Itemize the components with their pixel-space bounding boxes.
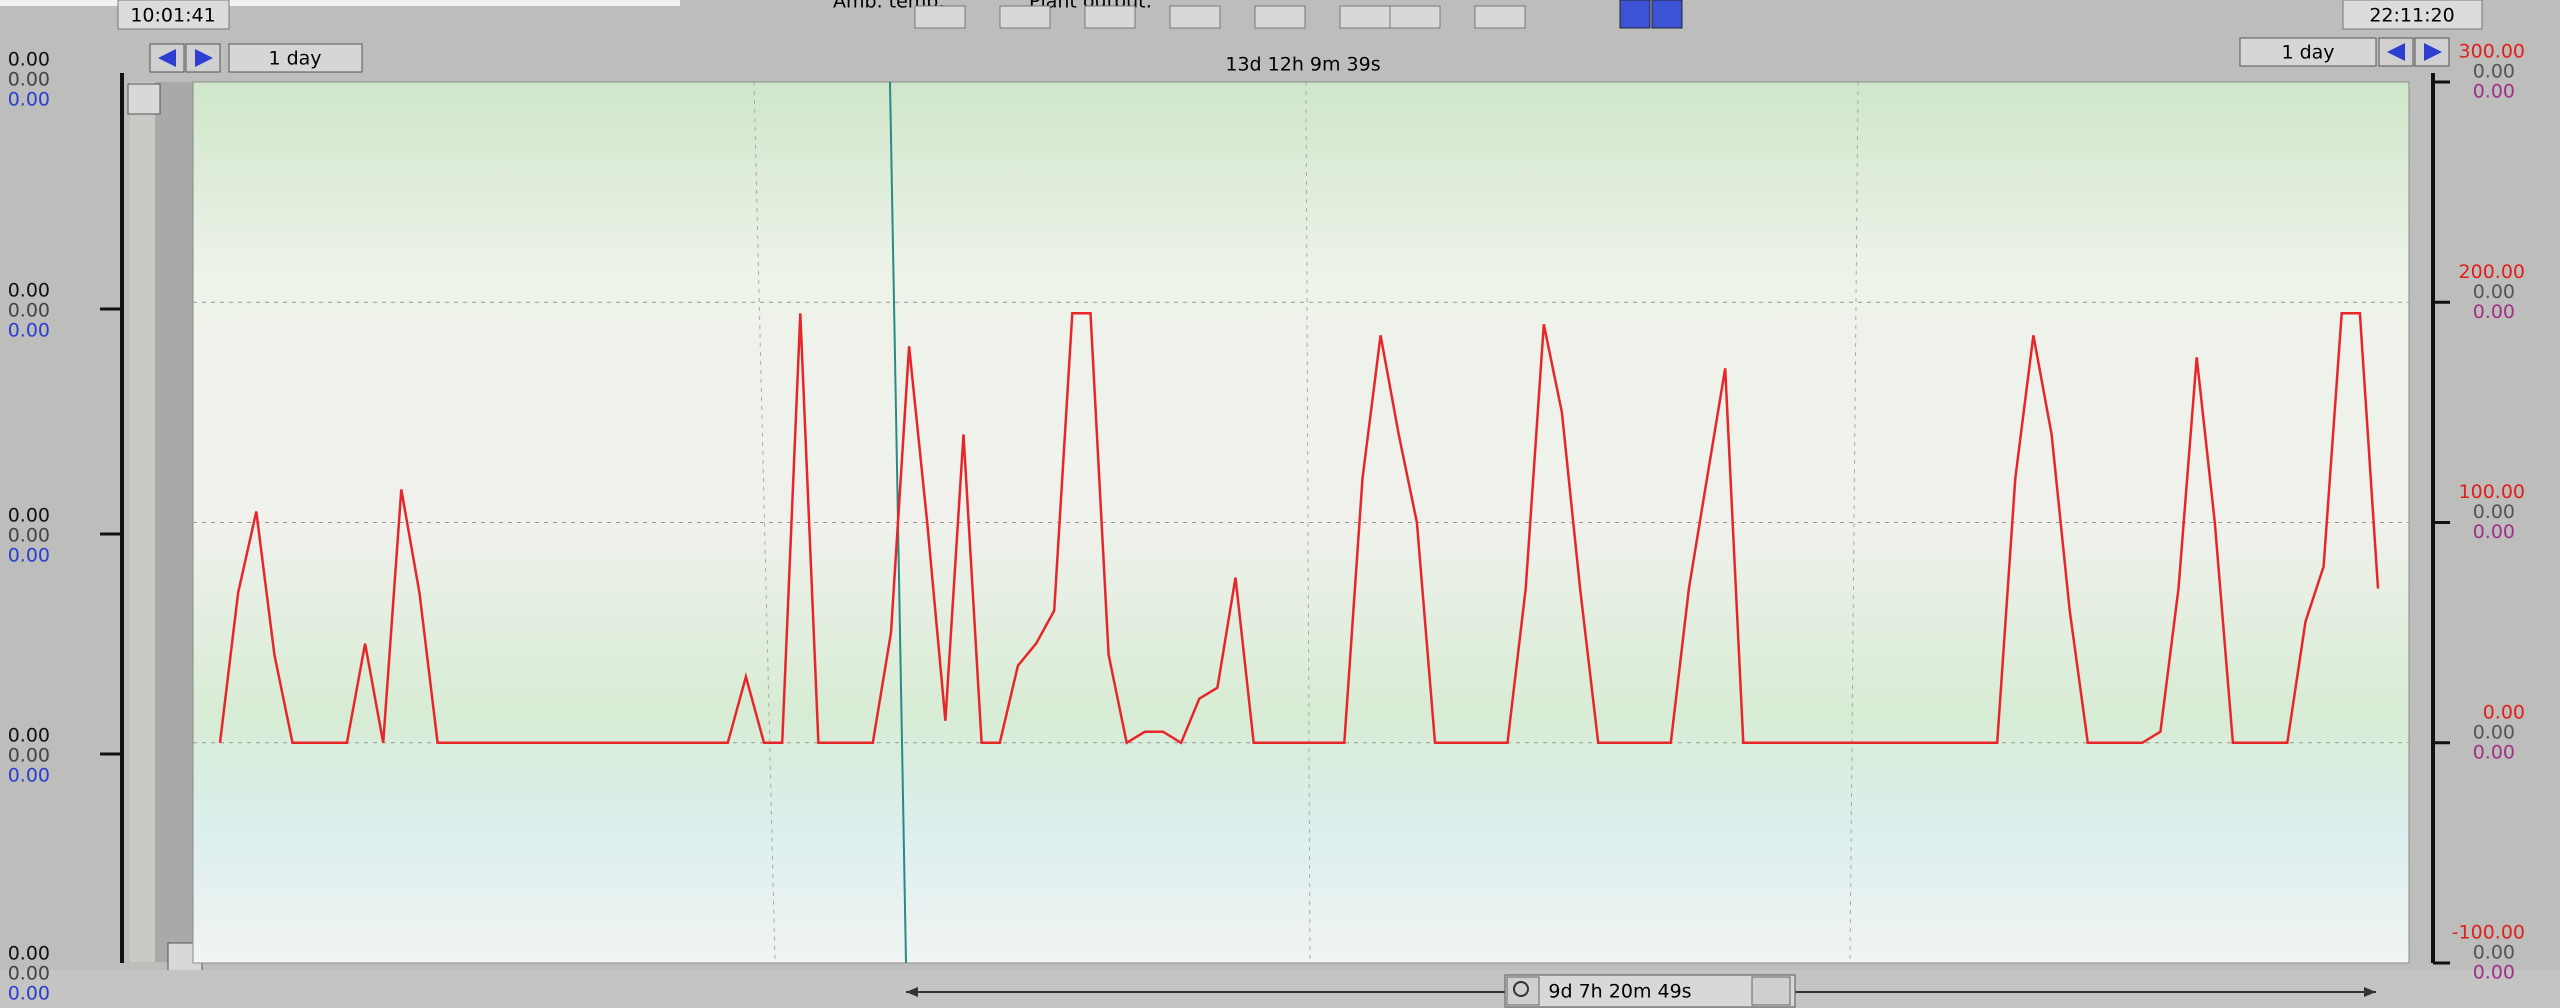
left-axis-label: 0.00 <box>8 745 50 767</box>
tool-button[interactable] <box>1085 6 1135 28</box>
nav-button[interactable] <box>1620 0 1650 28</box>
scale-button[interactable] <box>128 84 160 114</box>
zoom-button[interactable] <box>1507 977 1539 1005</box>
end-time: 22:11:20 <box>2369 5 2454 27</box>
left-axis-label: 0.00 <box>8 89 50 111</box>
left-axis-label: 0.00 <box>8 505 50 527</box>
start-time: 10:01:41 <box>130 5 215 27</box>
right-axis-label: 0.00 <box>2473 301 2515 323</box>
left-axis-label: 0.00 <box>8 280 50 302</box>
right-axis-label: 0.00 <box>2473 61 2515 83</box>
span-label: 1 day <box>268 48 321 70</box>
nav-button[interactable] <box>1652 0 1682 28</box>
right-axis-label: 0.00 <box>2473 81 2515 103</box>
slider-bar <box>155 82 195 962</box>
bottom-bar <box>0 970 2560 1008</box>
page: {"toolbar":{"start_time":"10:01:41","end… <box>0 0 2560 1008</box>
left-axis-label: 0.00 <box>8 545 50 567</box>
right-axis-label: 0.00 <box>2473 501 2515 523</box>
left-axis-label: 0.00 <box>8 300 50 322</box>
left-axis-label: 0.00 <box>8 525 50 547</box>
right-axis-label: 0.00 <box>2473 942 2515 964</box>
left-axis-label: 0.00 <box>8 765 50 787</box>
right-axis-label: 0.00 <box>2473 281 2515 303</box>
y-tick-label: -100.00 <box>2452 922 2525 944</box>
y-tick-label: 0.00 <box>2483 701 2525 723</box>
span-label: 1 day <box>2281 42 2334 64</box>
left-axis-label: 0.00 <box>8 69 50 91</box>
left-axis-label: 0.00 <box>8 320 50 342</box>
left-axis-label: 0.00 <box>8 49 50 71</box>
window-edge <box>0 0 680 6</box>
right-axis-label: 0.00 <box>2473 741 2515 763</box>
tool-button[interactable] <box>1475 6 1525 28</box>
left-axis-label: 0.00 <box>8 983 50 1005</box>
left-axis-label: 0.00 <box>8 943 50 965</box>
left-axis-label: 0.00 <box>8 725 50 747</box>
tool-button[interactable] <box>1255 6 1305 28</box>
y-tick-label: 100.00 <box>2459 481 2525 503</box>
y-tick-label: 200.00 <box>2459 261 2525 283</box>
duration: 13d 12h 9m 39s <box>1225 54 1380 76</box>
tool-button[interactable] <box>1340 6 1390 28</box>
left-axis-label: 0.00 <box>8 963 50 985</box>
y-tick-label: 300.00 <box>2459 41 2525 63</box>
right-axis-label: 0.00 <box>2473 721 2515 743</box>
tool-button[interactable] <box>1390 6 1440 28</box>
tool-button[interactable] <box>1170 6 1220 28</box>
right-axis-label: 0.00 <box>2473 521 2515 543</box>
calendar-button[interactable] <box>1752 977 1790 1005</box>
screen: 10:01:41 Amb. temp: Plant output: 22:11:… <box>0 0 2560 1008</box>
cursor-span: 9d 7h 20m 49s <box>1548 981 1691 1003</box>
tool-button[interactable] <box>915 6 965 28</box>
tool-button[interactable] <box>1000 6 1050 28</box>
right-axis-label: 0.00 <box>2473 962 2515 984</box>
